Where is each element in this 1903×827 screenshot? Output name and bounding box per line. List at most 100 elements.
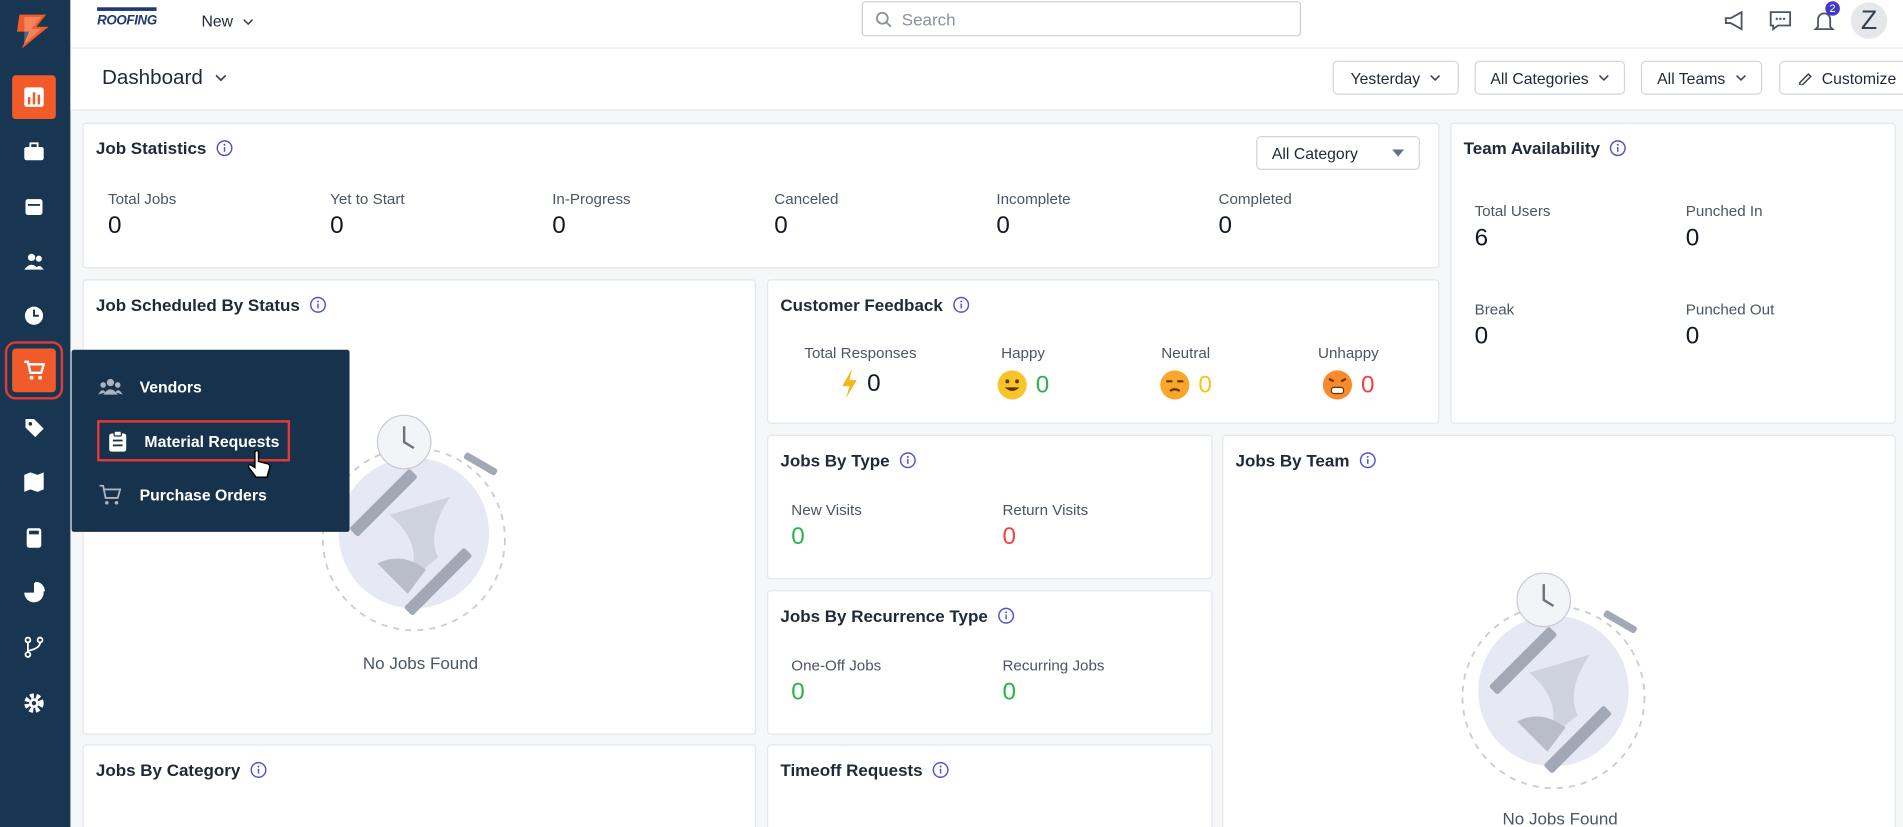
caret xyxy=(1392,149,1405,157)
team-filter[interactable]: All Teams xyxy=(1640,60,1763,95)
stat-value: 0 xyxy=(774,212,788,240)
stat-value: 0 xyxy=(108,212,122,240)
team-availability-card: Team Availability Total Users 6 Punched In… xyxy=(1450,122,1896,424)
stat-label: Punched Out xyxy=(1685,301,1775,319)
menu-label: Vendors xyxy=(139,377,202,396)
info-icon[interactable] xyxy=(216,140,233,157)
purchasing-flyout: Vendors Material Requests Purchase Order… xyxy=(71,349,350,532)
stat-label: Completed xyxy=(1218,190,1292,208)
menu-item[interactable]: Purchase Orders xyxy=(98,476,267,512)
stat-value: 0 xyxy=(791,678,805,706)
filter-label: All Teams xyxy=(1657,68,1726,87)
stat-row: 0 xyxy=(1160,369,1212,401)
stat-value: 0 xyxy=(1685,323,1700,350)
sidebar xyxy=(0,0,71,827)
stat-row: 0 xyxy=(997,369,1049,401)
nav-timesheet[interactable] xyxy=(12,294,56,338)
stats-grid: Total Responses 0 Happy 0 Neutral 0 Unhappy 0 xyxy=(779,345,1430,401)
stat-label: In-Progress xyxy=(552,190,631,208)
title-text: Timeoff Requests xyxy=(780,760,923,780)
info-icon[interactable] xyxy=(932,761,949,778)
user-avatar[interactable]: Z xyxy=(1850,2,1888,39)
jobs-by-team-card: Jobs By Team No Jobs Found xyxy=(1222,434,1896,827)
card-title: Jobs By Recurrence Type xyxy=(780,606,1014,625)
stat: Yet to Start 0 xyxy=(330,191,552,241)
dashboard-title: Dashboard xyxy=(101,65,203,89)
pencil-icon xyxy=(1799,73,1812,86)
icon xyxy=(24,581,45,603)
card-title: Timeoff Requests xyxy=(780,760,949,780)
lightning-icon xyxy=(842,369,858,399)
stat-value: 0 xyxy=(1685,224,1700,252)
info-icon[interactable] xyxy=(998,607,1015,624)
stat: One-Off Jobs 0 xyxy=(791,657,1002,707)
brand-logo[interactable]: ROOFING xyxy=(97,7,157,28)
nav-customers[interactable] xyxy=(12,239,56,283)
search-box[interactable]: Search xyxy=(861,1,1302,37)
stats-grid: Total Users 6 Punched In 0 Break 0 Punched Out… xyxy=(1474,202,1895,351)
stat-label: Incomplete xyxy=(996,190,1071,208)
stat: Completed 0 xyxy=(1218,190,1439,241)
stat: In-Progress 0 xyxy=(552,191,774,241)
icon xyxy=(24,87,44,107)
stat: Recurring Jobs 0 xyxy=(1002,657,1211,707)
empty-text: No Jobs Found xyxy=(362,653,479,673)
stat-label: Happy xyxy=(1001,344,1046,362)
menu-item[interactable]: Vendors xyxy=(98,368,202,404)
stat-label: Punched In xyxy=(1685,202,1763,220)
category-dropdown[interactable]: All Category xyxy=(1256,136,1420,171)
stat: Break 0 xyxy=(1475,301,1686,351)
announcements-icon[interactable] xyxy=(1723,10,1747,32)
nav-workflow[interactable] xyxy=(12,625,56,669)
info-icon[interactable] xyxy=(310,296,327,313)
notifications-icon[interactable] xyxy=(1813,10,1835,34)
info-icon[interactable] xyxy=(250,761,267,778)
new-button[interactable]: New xyxy=(201,12,253,30)
stat-value: 6 xyxy=(1474,224,1489,252)
caret xyxy=(1430,74,1441,81)
nav-map[interactable] xyxy=(12,460,56,504)
nav-calendar[interactable] xyxy=(12,185,56,229)
nav-settings[interactable] xyxy=(12,681,56,725)
filter-label: Yesterday xyxy=(1350,68,1421,87)
nav-jobs[interactable] xyxy=(12,130,56,174)
chat-icon[interactable] xyxy=(1768,10,1792,32)
stat-value: 0 xyxy=(1002,523,1016,551)
title-text: Team Availability xyxy=(1463,138,1600,158)
info-icon[interactable] xyxy=(1359,452,1376,469)
card-title: Customer Feedback xyxy=(780,295,970,315)
timeoff-requests-card: Timeoff Requests xyxy=(767,744,1213,827)
date-filter[interactable]: Yesterday xyxy=(1332,60,1459,95)
info-icon[interactable] xyxy=(953,296,970,313)
nav-dashboard[interactable] xyxy=(12,75,56,120)
stat: Return Visits 0 xyxy=(1002,502,1211,552)
search-placeholder: Search xyxy=(901,9,956,29)
cursor xyxy=(247,449,271,478)
stat-value: 0 xyxy=(1035,370,1050,398)
icon xyxy=(24,253,44,270)
jobs-by-recurrence-card: Jobs By Recurrence Type One-Off Jobs 0 Rec… xyxy=(767,590,1213,735)
stat-label: Canceled xyxy=(774,190,839,208)
stats-grid: One-Off Jobs 0 Recurring Jobs 0 xyxy=(791,657,1211,707)
info-icon[interactable] xyxy=(1610,140,1627,157)
nav-pricing[interactable] xyxy=(12,406,56,450)
stat-label: Total Responses xyxy=(804,344,917,362)
category-filter[interactable]: All Categories xyxy=(1474,60,1626,95)
stat: Happy 0 xyxy=(942,345,1105,401)
stat-label: Neutral xyxy=(1161,344,1211,362)
app-logo[interactable] xyxy=(12,10,56,54)
stat-value: 0 xyxy=(1002,678,1016,706)
stat: Canceled 0 xyxy=(774,191,996,241)
nav-purchasing[interactable] xyxy=(4,341,64,400)
info-icon[interactable] xyxy=(899,452,916,469)
nav-calculator[interactable] xyxy=(12,516,56,560)
stat: Incomplete 0 xyxy=(996,191,1218,241)
nav-reports[interactable] xyxy=(12,571,56,615)
stat-row: 0 xyxy=(840,369,881,399)
title-text: Jobs By Category xyxy=(95,760,241,780)
job-statistics-card: Job Statistics All Category Total Jobs 0 Y… xyxy=(82,122,1440,269)
stat-value: 0 xyxy=(1198,370,1212,398)
dashboard-selector[interactable]: Dashboard xyxy=(102,66,227,90)
customize-button[interactable]: Customize xyxy=(1779,60,1903,95)
